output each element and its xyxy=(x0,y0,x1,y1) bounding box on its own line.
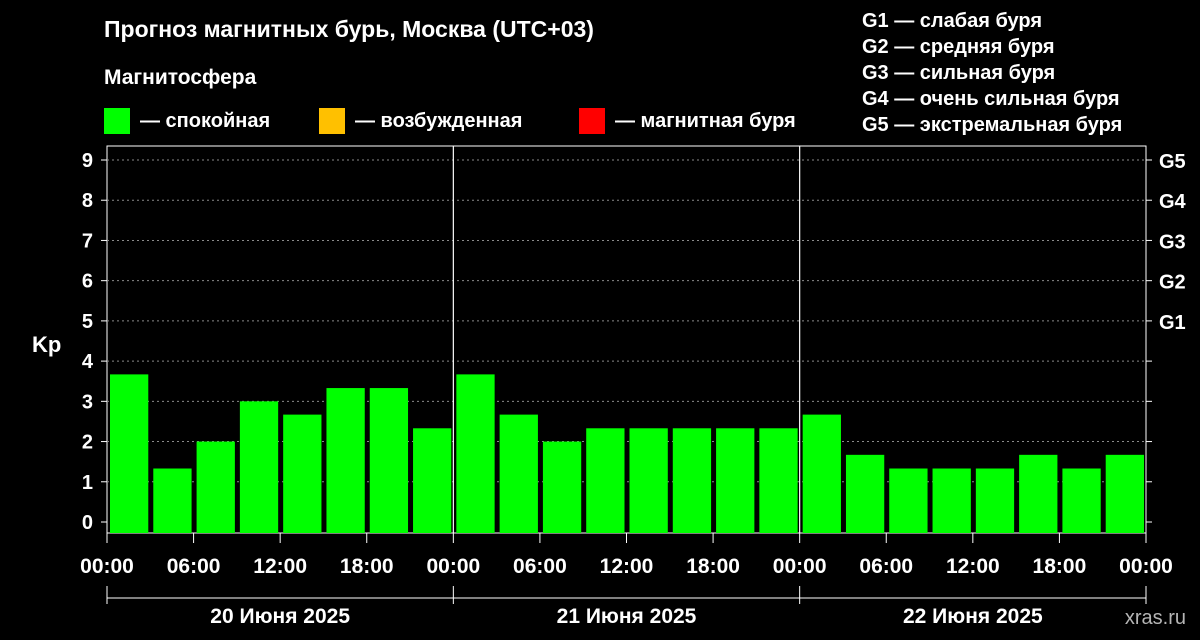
kp-bar xyxy=(456,374,495,533)
kp-bar xyxy=(845,454,885,533)
kp-bar xyxy=(196,441,235,533)
day-label: 22 Июня 2025 xyxy=(903,605,1043,628)
kp-bar xyxy=(889,468,928,533)
legend-swatch-storm xyxy=(579,108,605,134)
storm-level-g5: G5 — экстремальная буря xyxy=(862,114,1123,136)
chart-title: Прогноз магнитных бурь, Москва (UTC+03) xyxy=(104,16,594,42)
x-tick-label: 00:00 xyxy=(426,555,480,578)
storm-level-g3: G3 — сильная буря xyxy=(862,62,1056,84)
storm-level-g1: G1 — слабая буря xyxy=(862,10,1043,32)
x-tick-label: 00:00 xyxy=(1119,555,1173,578)
y-tick-label: 7 xyxy=(82,230,93,252)
y-tick-label: 2 xyxy=(82,432,93,454)
x-tick-label: 18:00 xyxy=(1033,555,1087,578)
kp-bar xyxy=(239,401,279,533)
watermark: xras.ru xyxy=(1124,607,1186,629)
legend-item-excited: — возбужденная xyxy=(319,108,522,134)
kp-bar xyxy=(802,414,841,533)
x-tick-label: 12:00 xyxy=(946,555,1000,578)
x-tick-label: 12:00 xyxy=(253,555,307,578)
kp-bar xyxy=(326,388,365,533)
kp-bar xyxy=(1062,468,1101,533)
kp-bar xyxy=(975,468,1015,533)
legend-label-excited: — возбужденная xyxy=(355,109,523,132)
legend-swatch-calm xyxy=(104,108,130,134)
kp-bar xyxy=(283,414,322,533)
kp-bar xyxy=(542,441,582,533)
plot-frame xyxy=(106,145,1147,534)
x-tick-label: 00:00 xyxy=(80,555,134,578)
kp-bar xyxy=(1019,454,1058,533)
kp-bar xyxy=(499,414,538,533)
x-tick-label: 18:00 xyxy=(340,555,394,578)
y-tick-label: 4 xyxy=(82,351,94,373)
y-tick-label: 8 xyxy=(82,190,93,212)
legend-swatch-excited xyxy=(319,108,345,134)
kp-bar xyxy=(716,428,755,533)
kp-bar xyxy=(759,428,798,533)
magnetosphere-label: Магнитосфера xyxy=(104,66,257,89)
legend-label-calm: — спокойная xyxy=(140,109,271,132)
x-tick-label: 00:00 xyxy=(773,555,827,578)
storm-level-list: G1 — слабая буря G2 — средняя буря G3 — … xyxy=(862,8,1122,138)
kp-bar xyxy=(153,468,192,533)
x-tick-label: 18:00 xyxy=(686,555,740,578)
day-label: 20 Июня 2025 xyxy=(210,605,350,628)
g-axis-label: G4 xyxy=(1159,191,1187,213)
y-axis-label: Kp xyxy=(32,332,61,357)
x-tick-label: 12:00 xyxy=(600,555,654,578)
legend-item-calm: — спокойная xyxy=(104,108,270,134)
storm-level-g2: G2 — средняя буря xyxy=(862,36,1055,58)
kp-bar xyxy=(413,428,452,533)
y-tick-label: 1 xyxy=(82,472,93,494)
kp-bar xyxy=(629,428,668,533)
day-label: 21 Июня 2025 xyxy=(557,605,697,628)
y-tick-label: 0 xyxy=(82,512,93,534)
kp-bar xyxy=(672,428,712,533)
kp-bar xyxy=(110,374,149,533)
kp-bar xyxy=(932,468,971,533)
legend-label-storm: — магнитная буря xyxy=(615,109,796,132)
g-axis-label: G1 xyxy=(1159,312,1186,334)
kp-bar xyxy=(1105,454,1144,533)
y-tick-label: 9 xyxy=(82,150,93,172)
storm-level-g4: G4 — очень сильная буря xyxy=(862,88,1120,110)
y-tick-label: 3 xyxy=(82,391,93,413)
g-axis-label: G2 xyxy=(1159,272,1186,294)
g-axis-label: G3 xyxy=(1159,231,1186,253)
x-tick-label: 06:00 xyxy=(167,555,221,578)
kp-bar xyxy=(586,428,625,533)
legend-item-storm: — магнитная буря xyxy=(579,108,796,134)
x-tick-label: 06:00 xyxy=(859,555,913,578)
y-tick-label: 5 xyxy=(82,311,93,333)
kp-bar xyxy=(369,388,409,533)
y-tick-label: 6 xyxy=(82,271,93,293)
g-axis-label: G5 xyxy=(1159,151,1186,173)
x-tick-label: 06:00 xyxy=(513,555,567,578)
